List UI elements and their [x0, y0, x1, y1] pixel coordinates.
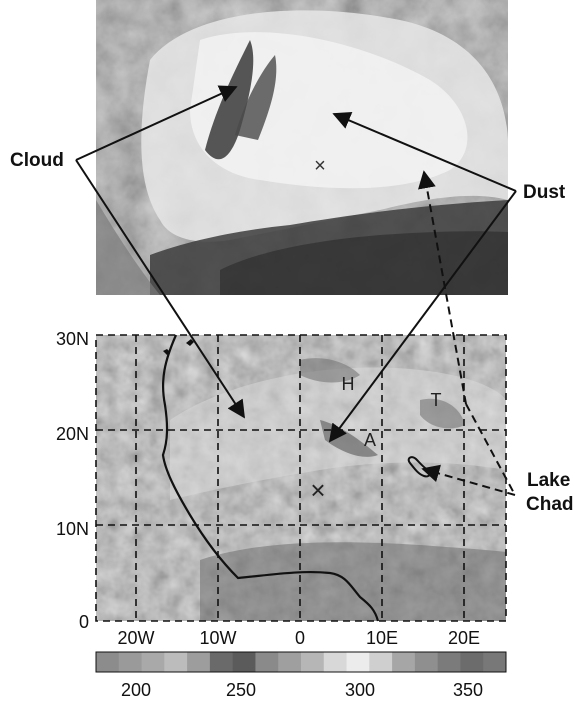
lon-tick-10w: 10W [199, 628, 236, 648]
lon-tick-20w: 20W [117, 628, 154, 648]
colorbar-swatch [301, 652, 325, 672]
colorbar-swatch [369, 652, 393, 672]
cloud-arrow-top [75, 85, 238, 161]
map-letter-h: H [342, 374, 355, 394]
colorbar-swatch [483, 652, 507, 672]
satellite-cross-mark: × [314, 155, 326, 177]
colorbar-swatch [164, 652, 188, 672]
colorbar-tick-350: 350 [453, 680, 483, 700]
annotation-arrows [75, 85, 517, 496]
cloud-label: Cloud [10, 150, 64, 171]
colorbar-swatch [414, 652, 439, 672]
lat-tick-20n: 20N [56, 424, 89, 444]
colorbar-ticks: 200 250 300 350 [121, 680, 483, 700]
lake-label-line1: Lake [527, 470, 570, 491]
dust-arrow-bottom [328, 190, 517, 443]
lat-tick-30n: 30N [56, 329, 89, 349]
colorbar-swatch [187, 652, 211, 672]
colorbar-swatch [460, 652, 484, 672]
satellite-image: × [96, 0, 509, 295]
cloud-arrow-bottom [75, 159, 245, 419]
colorbar-swatch [278, 652, 302, 672]
lon-tick-0: 0 [295, 628, 305, 648]
lat-tick-0: 0 [79, 612, 89, 632]
colorbar-swatch [209, 652, 234, 672]
map-letter-a: A [364, 430, 376, 450]
colorbar-tick-300: 300 [345, 680, 375, 700]
coastline [161, 334, 380, 622]
colorbar-swatch [392, 652, 416, 672]
colorbar-swatch [255, 652, 279, 672]
colorbar [95, 651, 507, 673]
colorbar-swatch [118, 652, 143, 672]
colorbar-swatch [141, 652, 165, 672]
map-letter-t: T [431, 390, 442, 410]
lake-label-line2: Chad [526, 494, 574, 515]
lon-tick-20e: 20E [448, 628, 480, 648]
temperature-map: H A T × [95, 334, 507, 622]
colorbar-tick-200: 200 [121, 680, 151, 700]
latitude-axis: 30N 20N 10N 0 [56, 329, 89, 632]
lake-connector-dashed [465, 403, 516, 496]
dust-label: Dust [523, 182, 566, 203]
colorbar-swatch [437, 652, 461, 672]
map-cross-mark: × [310, 475, 325, 505]
colorbar-swatch [323, 652, 348, 672]
map-grid [96, 335, 506, 621]
colorbar-swatch [346, 652, 370, 672]
colorbar-border [95, 651, 507, 673]
colorbar-tick-250: 250 [226, 680, 256, 700]
dust-arrow-top [332, 112, 517, 192]
colorbar-swatch [96, 652, 120, 672]
lat-tick-10n: 10N [56, 519, 89, 539]
colorbar-swatch [232, 652, 256, 672]
lon-tick-10e: 10E [366, 628, 398, 648]
lake-arrow-dashed-up [418, 170, 467, 405]
longitude-axis: 20W 10W 0 10E 20E [117, 628, 480, 648]
lake-arrow-dashed-left [421, 464, 516, 496]
